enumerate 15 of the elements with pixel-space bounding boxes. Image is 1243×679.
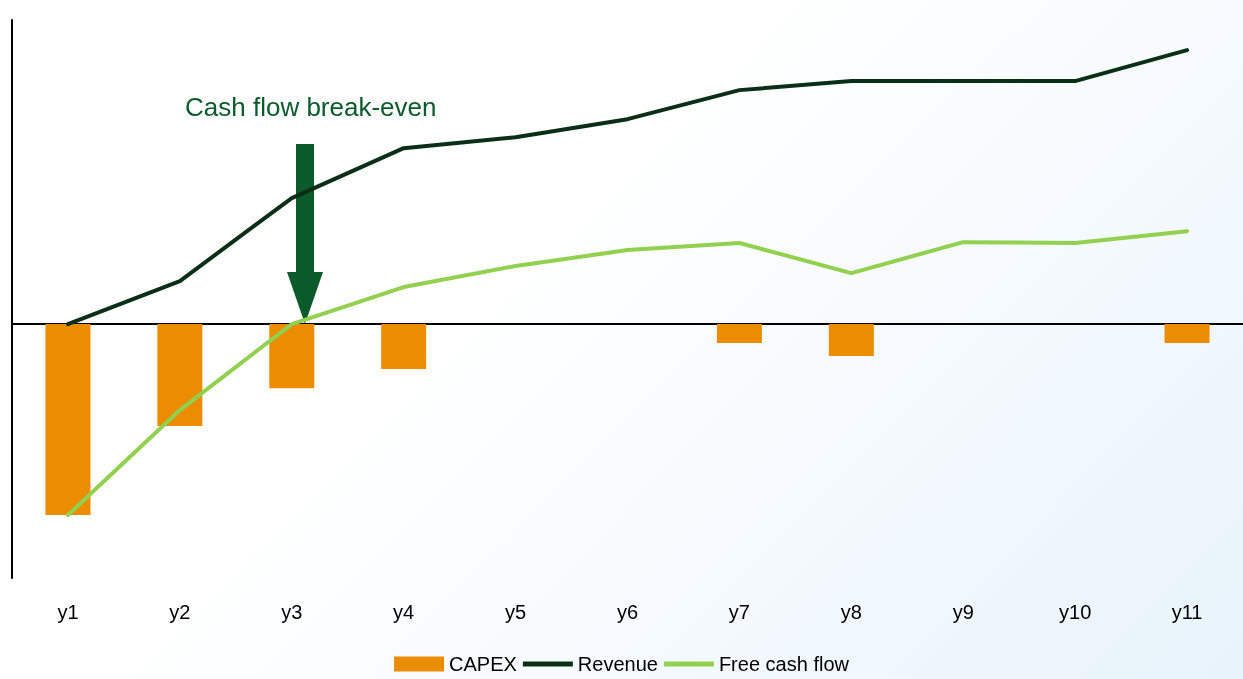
x-tick-label: y9 [952,601,974,623]
x-tick-label: y5 [505,601,527,623]
legend-label: Free cash flow [718,653,850,675]
x-tick-label: y7 [728,601,750,623]
legend-label: CAPEX [449,653,517,675]
x-tick-label: y3 [281,601,303,623]
x-tick-label: y1 [57,601,79,623]
x-tick-label: y2 [169,601,191,623]
x-tick-label: y10 [1059,601,1092,623]
x-tick-label: y4 [393,601,415,623]
legend-label: Revenue [577,653,658,675]
x-tick-label: y8 [840,601,862,623]
x-tick-label: y6 [616,601,639,623]
annotation: Cash flow break-even [185,92,437,123]
x-tick-label: y11 [1171,601,1203,623]
